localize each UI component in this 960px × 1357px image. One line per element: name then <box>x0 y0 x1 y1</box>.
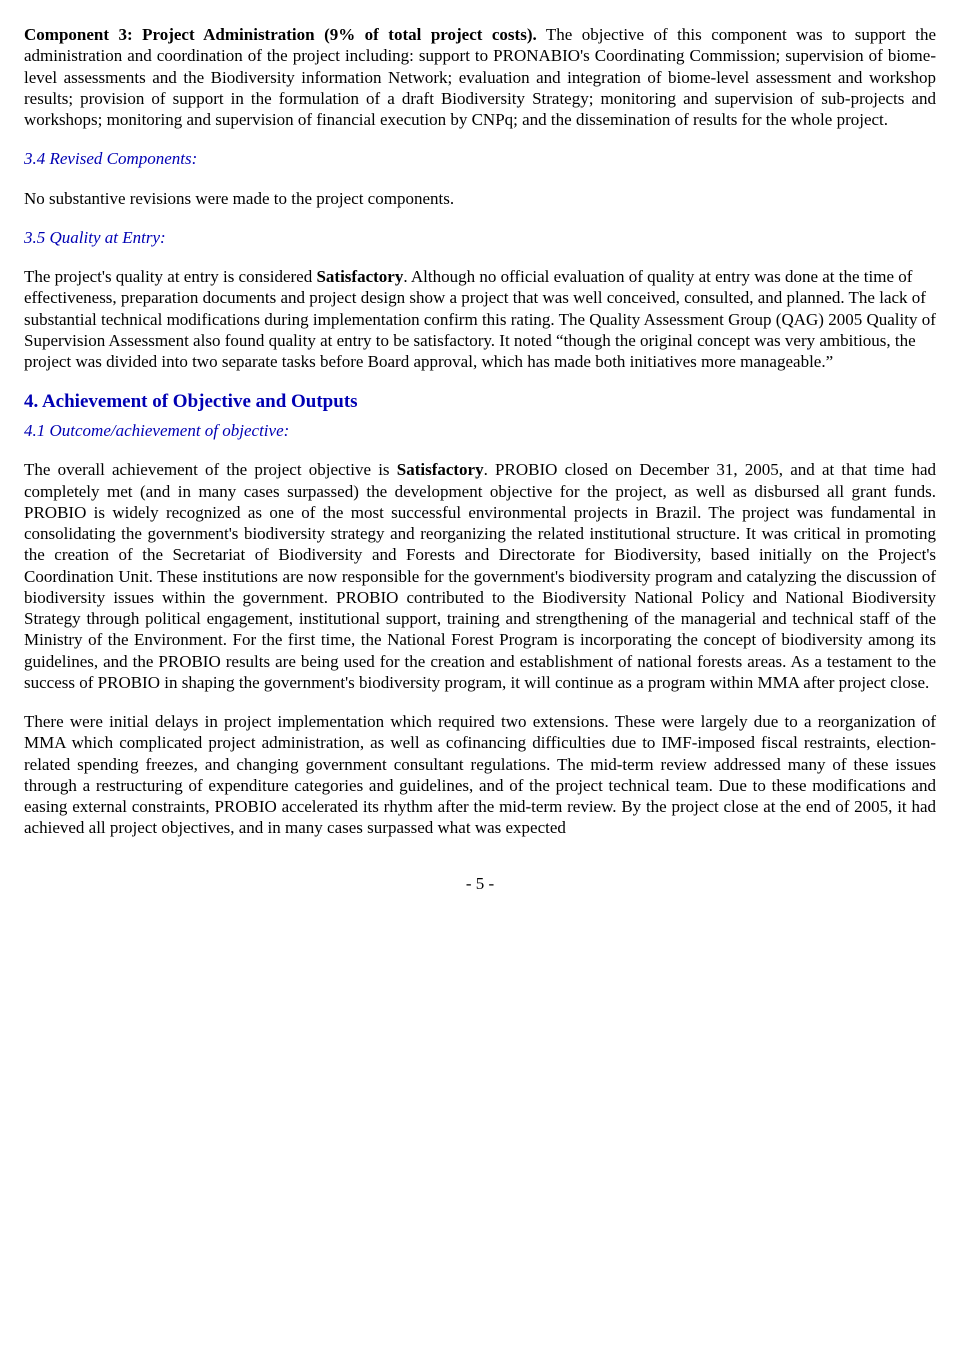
heading-3-4: 3.4 Revised Components: <box>24 148 936 169</box>
heading-3-5: 3.5 Quality at Entry: <box>24 227 936 248</box>
outcome-rating: Satisfactory <box>397 460 484 479</box>
outcome-paragraph-2: There were initial delays in project imp… <box>24 711 936 839</box>
page-number: - 5 - <box>24 873 936 894</box>
outcome-paragraph-1: The overall achievement of the project o… <box>24 459 936 693</box>
heading-4-1: 4.1 Outcome/achievement of objective: <box>24 420 936 441</box>
outcome-text-b: . PROBIO closed on December 31, 2005, an… <box>24 460 936 692</box>
outcome-text-a: The overall achievement of the project o… <box>24 460 397 479</box>
component3-lead: Component 3: Project Administration (9% … <box>24 25 537 44</box>
component3-paragraph: Component 3: Project Administration (9% … <box>24 24 936 130</box>
quality-at-entry-paragraph: The project's quality at entry is consid… <box>24 266 936 372</box>
heading-4: 4. Achievement of Objective and Outputs <box>24 390 936 414</box>
qae-rating: Satisfactory <box>316 267 403 286</box>
qae-text-a: The project's quality at entry is consid… <box>24 267 316 286</box>
revised-components-text: No substantive revisions were made to th… <box>24 188 936 209</box>
